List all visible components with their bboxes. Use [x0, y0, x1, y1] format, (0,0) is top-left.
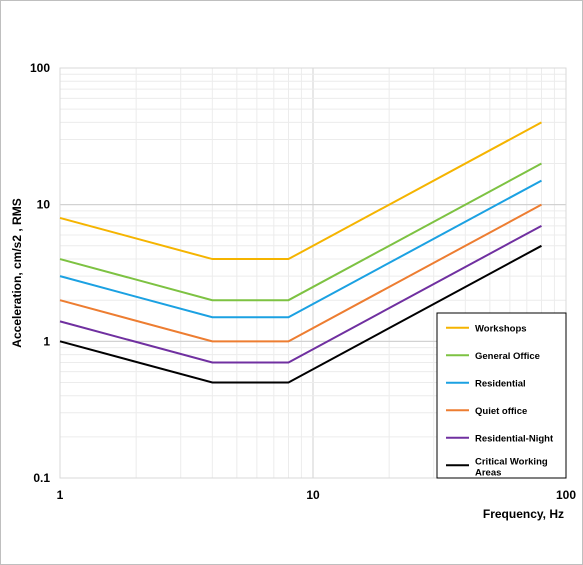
legend: Workshops General Office Residential Quiet …: [436, 312, 567, 479]
x-tick-label: 1: [57, 488, 64, 502]
x-axis-label: Frequency, Hz: [483, 507, 564, 521]
plot-area: [59, 67, 567, 479]
y-axis-ticks: 0.1 1 10 100: [30, 61, 50, 485]
series-line-4: [59, 203, 542, 343]
y-tick-label: 100: [30, 61, 50, 75]
legend-label: General Office: [475, 351, 540, 362]
legend-label: Residential-Night: [475, 433, 554, 444]
y-tick-label: 10: [37, 198, 51, 212]
series-line-6: [59, 244, 542, 384]
x-tick-label: 100: [556, 488, 576, 502]
y-tick-label: 0.1: [33, 471, 50, 485]
legend-label: Workshops: [475, 323, 527, 334]
x-axis-ticks: 1 10 100: [57, 488, 577, 502]
grid: [59, 67, 567, 479]
series-line-1: [59, 121, 542, 261]
series-line-3: [59, 179, 542, 319]
x-tick-label: 10: [306, 488, 320, 502]
y-axis-label: Acceleration, cm/s2 , RMS: [10, 198, 24, 347]
series-line-2: [59, 162, 542, 302]
series-line-5: [59, 224, 542, 364]
series-layer: [59, 121, 542, 384]
legend-label: Residential: [475, 378, 526, 389]
legend-label: Quiet office: [475, 406, 527, 417]
y-tick-label: 1: [43, 334, 50, 348]
legend-label: Critical Working Areas: [475, 456, 548, 478]
legend-box: [436, 312, 567, 479]
